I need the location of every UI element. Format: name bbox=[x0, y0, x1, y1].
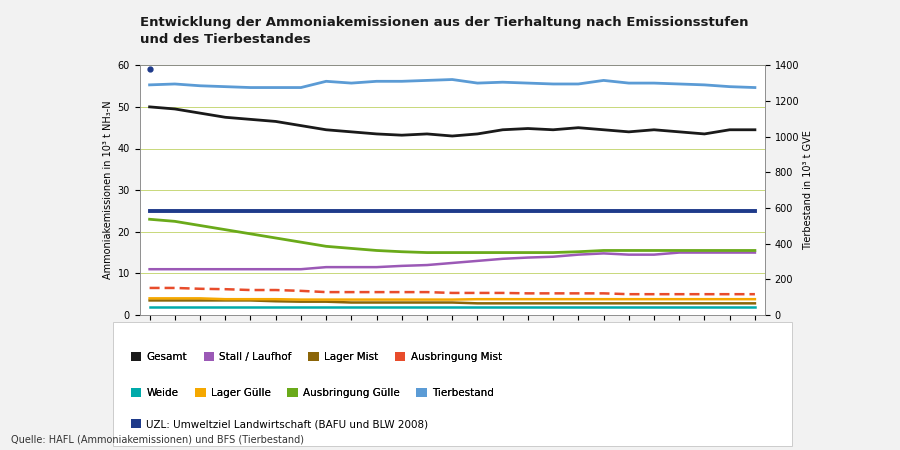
Legend: Gesamt, Stall / Laufhof, Lager Mist, Ausbringung Mist: Gesamt, Stall / Laufhof, Lager Mist, Aus… bbox=[127, 348, 506, 366]
Text: Quelle: HAFL (Ammoniakemissionen) und BFS (Tierbestand): Quelle: HAFL (Ammoniakemissionen) und BF… bbox=[11, 435, 304, 445]
Y-axis label: Ammoniakemissionen in 10³ t NH₃-N: Ammoniakemissionen in 10³ t NH₃-N bbox=[104, 101, 113, 279]
Y-axis label: Tierbestand in 10³ t GVE: Tierbestand in 10³ t GVE bbox=[804, 130, 814, 250]
Legend: UZL: Umweltziel Landwirtschaft (BAFU und BLW 2008): UZL: Umweltziel Landwirtschaft (BAFU und… bbox=[127, 415, 433, 433]
Legend: Weide, Lager Gülle, Ausbringung Gülle, Tierbestand: Weide, Lager Gülle, Ausbringung Gülle, T… bbox=[127, 384, 498, 402]
Text: Entwicklung der Ammoniakemissionen aus der Tierhaltung nach Emissionsstufen
und : Entwicklung der Ammoniakemissionen aus d… bbox=[140, 16, 748, 46]
